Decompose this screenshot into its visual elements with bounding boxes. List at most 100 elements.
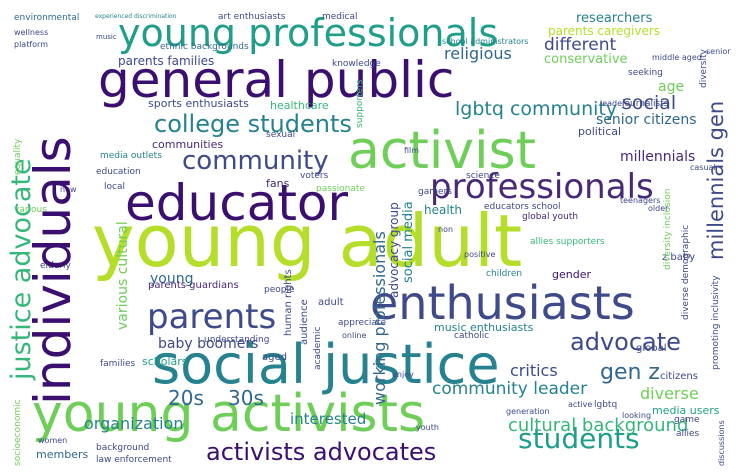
word-vertical: human rights [283, 269, 294, 336]
word-vertical: advocacy group [387, 202, 401, 298]
word: people [264, 285, 295, 295]
word: platform [14, 40, 48, 49]
word: community leader [432, 379, 588, 399]
word: education [96, 167, 141, 177]
word: lgbtq [594, 400, 618, 410]
word: film [404, 146, 420, 155]
word: parents [147, 297, 277, 337]
word: interested [290, 410, 367, 428]
word: aged [262, 352, 287, 363]
word: families [100, 359, 136, 369]
word: generation [506, 407, 550, 416]
word: citizens [660, 371, 698, 382]
word: sexual [266, 130, 296, 140]
word: cultural background [508, 415, 689, 436]
word: communities [152, 138, 224, 151]
word-vertical: audience [299, 299, 310, 345]
word-vertical: socioeconomic [13, 399, 23, 466]
word: adult [318, 297, 344, 308]
word: activist [348, 121, 536, 181]
word: allies [676, 429, 700, 439]
word: enjoy [392, 370, 414, 379]
word-vertical: diverse demographic [681, 224, 691, 320]
word: non [438, 225, 454, 234]
word: teenagers [620, 196, 661, 205]
word: scholars [142, 355, 188, 368]
word: allies supporters [530, 237, 605, 247]
word: baby boomers [158, 336, 259, 352]
word: local [104, 182, 125, 192]
word: school administrators [442, 37, 529, 46]
word: parents caregivers [548, 24, 661, 38]
word: ethnic backgrounds [160, 42, 249, 52]
word: members [36, 448, 89, 461]
word: seeking [628, 68, 663, 78]
word: elderly [40, 261, 71, 271]
word: environmental [14, 13, 80, 23]
word: millennials [620, 149, 696, 165]
word: knowledge [332, 59, 381, 69]
word: professionals [430, 167, 654, 207]
word: community [182, 146, 329, 176]
word: new [60, 185, 77, 194]
word: looking [622, 411, 652, 420]
word: parents guardians [148, 280, 239, 291]
word: understanding [204, 335, 270, 345]
word: young [150, 271, 194, 287]
word-vertical: justice advocate [6, 158, 37, 380]
word: global [636, 343, 667, 354]
word: children [486, 269, 523, 279]
word: voters [300, 171, 329, 181]
word: older [648, 204, 669, 213]
word: middle aged [652, 53, 702, 62]
word: diverse [640, 384, 699, 403]
word: educator [125, 174, 349, 232]
word: social justice [152, 333, 500, 396]
word: advocate [570, 328, 681, 356]
word: gender [552, 268, 591, 281]
word: young professionals [118, 11, 499, 55]
word: online [342, 331, 367, 340]
word: parents families [118, 54, 215, 68]
word: young activists [32, 384, 426, 444]
word: leader [600, 99, 626, 108]
word: political [578, 125, 622, 138]
word-vertical: working professionals [370, 231, 389, 405]
word: law enforcement [96, 455, 172, 465]
word: active [568, 400, 593, 409]
word: youth [416, 423, 439, 432]
word: organization [84, 414, 184, 433]
word: young adult [92, 199, 523, 283]
word: positive [464, 250, 496, 259]
word: researchers [576, 11, 653, 26]
word: sports enthusiasts [148, 97, 249, 110]
word: music [96, 33, 117, 41]
word: different [544, 35, 617, 55]
word: experienced discrimination [95, 13, 177, 20]
word-vertical: promoting inclusivity [711, 275, 721, 370]
word-vertical: equality [13, 138, 23, 175]
word: music enthusiasts [434, 321, 534, 334]
word: senior citizens [596, 112, 697, 128]
word: gen z [600, 360, 660, 385]
word: activists advocates [206, 438, 437, 466]
word: wellness [14, 28, 49, 37]
word: healthcare [270, 99, 329, 112]
word: global youth [522, 212, 579, 222]
word-vertical: millennials gen [704, 100, 728, 260]
word: passionate [316, 184, 365, 194]
word: 20s [168, 386, 204, 410]
word: media users [652, 404, 720, 417]
word: catholic [454, 331, 490, 341]
word-vertical: various cultural [115, 221, 131, 330]
word: social [622, 92, 677, 114]
word: appreciate [338, 318, 387, 328]
word: college students [154, 110, 352, 138]
word: background [96, 443, 150, 453]
word: journalists [622, 99, 669, 109]
word: science [466, 171, 500, 181]
word-vertical: discussions [717, 420, 726, 466]
word-vertical: social media [401, 201, 416, 283]
word: religious [444, 44, 512, 63]
word: casual [690, 163, 716, 172]
